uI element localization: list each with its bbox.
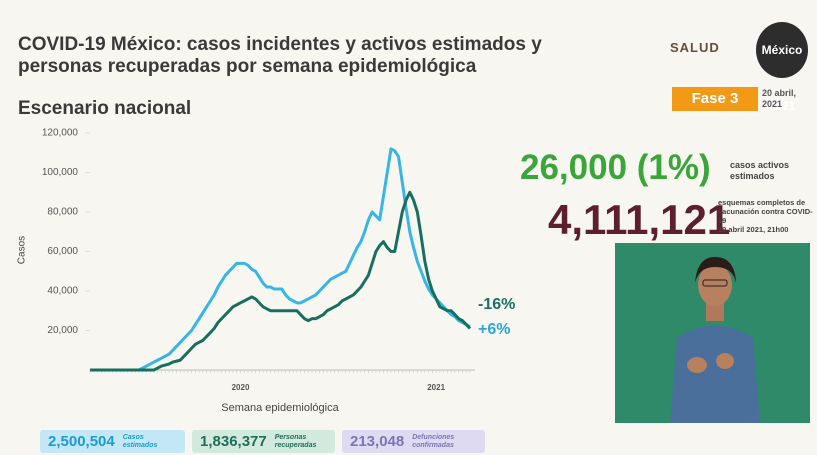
stat-box: 2,500,504 Casos estimados	[40, 430, 185, 453]
x-axis-label: Semana epidemiológica	[221, 402, 339, 414]
phase-badge: Fase 3	[672, 87, 758, 111]
vaccinated: 4,111,121	[548, 196, 731, 243]
vaccinated-text: esquemas completos de vacunación contra …	[718, 198, 813, 225]
stat-label: Casos estimados	[122, 433, 158, 449]
stat-box: 213,048 Defunciones confirmadas	[342, 430, 485, 453]
chart: 20,000 40,000 60,000 80,000 100,000 120,000 20…	[17, 128, 516, 414]
hand	[687, 357, 707, 373]
stat-value: 213,048	[350, 433, 405, 450]
y-tick-label: 60,000	[47, 246, 78, 257]
stat-value: 2,500,504	[48, 433, 115, 450]
logo: México 2021	[756, 22, 808, 113]
end-label: -16%	[478, 296, 515, 313]
y-axis-label: Casos	[17, 236, 28, 264]
hair	[695, 257, 736, 283]
title: COVID-19 México: casos incidentes y acti…	[18, 34, 542, 77]
y-tick-label: 100,000	[42, 167, 79, 178]
vaccinated-label: esquemas completos de vacunación contra …	[718, 198, 813, 234]
glasses	[702, 279, 728, 287]
x-tick-label: 2021	[427, 383, 445, 392]
date: 20 abril, 2021	[762, 88, 797, 109]
stat-box: 1,836,377 Personas recuperadas	[192, 430, 335, 453]
active-cases: 26,000 (1%)	[520, 148, 711, 187]
subtitle: Escenario nacional	[18, 98, 192, 119]
stat-label: Defunciones confirmadas	[412, 433, 455, 449]
x-tick-label: 2020	[232, 383, 250, 392]
y-tick-label: 120,000	[42, 128, 79, 139]
interpreter	[670, 257, 760, 423]
head	[698, 264, 732, 306]
vaccinated-date: 19 abril 2021, 21h00	[718, 225, 789, 234]
active-label: casos activos estimados	[730, 160, 790, 181]
interpreter-video	[615, 243, 810, 423]
stat-label: Personas recuperadas	[274, 433, 317, 449]
y-tick-label: 80,000	[47, 207, 78, 218]
stat-value: 1,836,377	[200, 433, 267, 450]
end-label: +6%	[478, 321, 510, 338]
body	[670, 325, 760, 423]
series-line	[90, 190, 472, 372]
y-tick-label: 20,000	[47, 325, 78, 336]
y-tick-label: 40,000	[47, 286, 78, 297]
hand	[716, 353, 734, 369]
ministry: SALUD	[670, 40, 720, 55]
neck	[706, 301, 724, 321]
series-line	[90, 147, 471, 372]
